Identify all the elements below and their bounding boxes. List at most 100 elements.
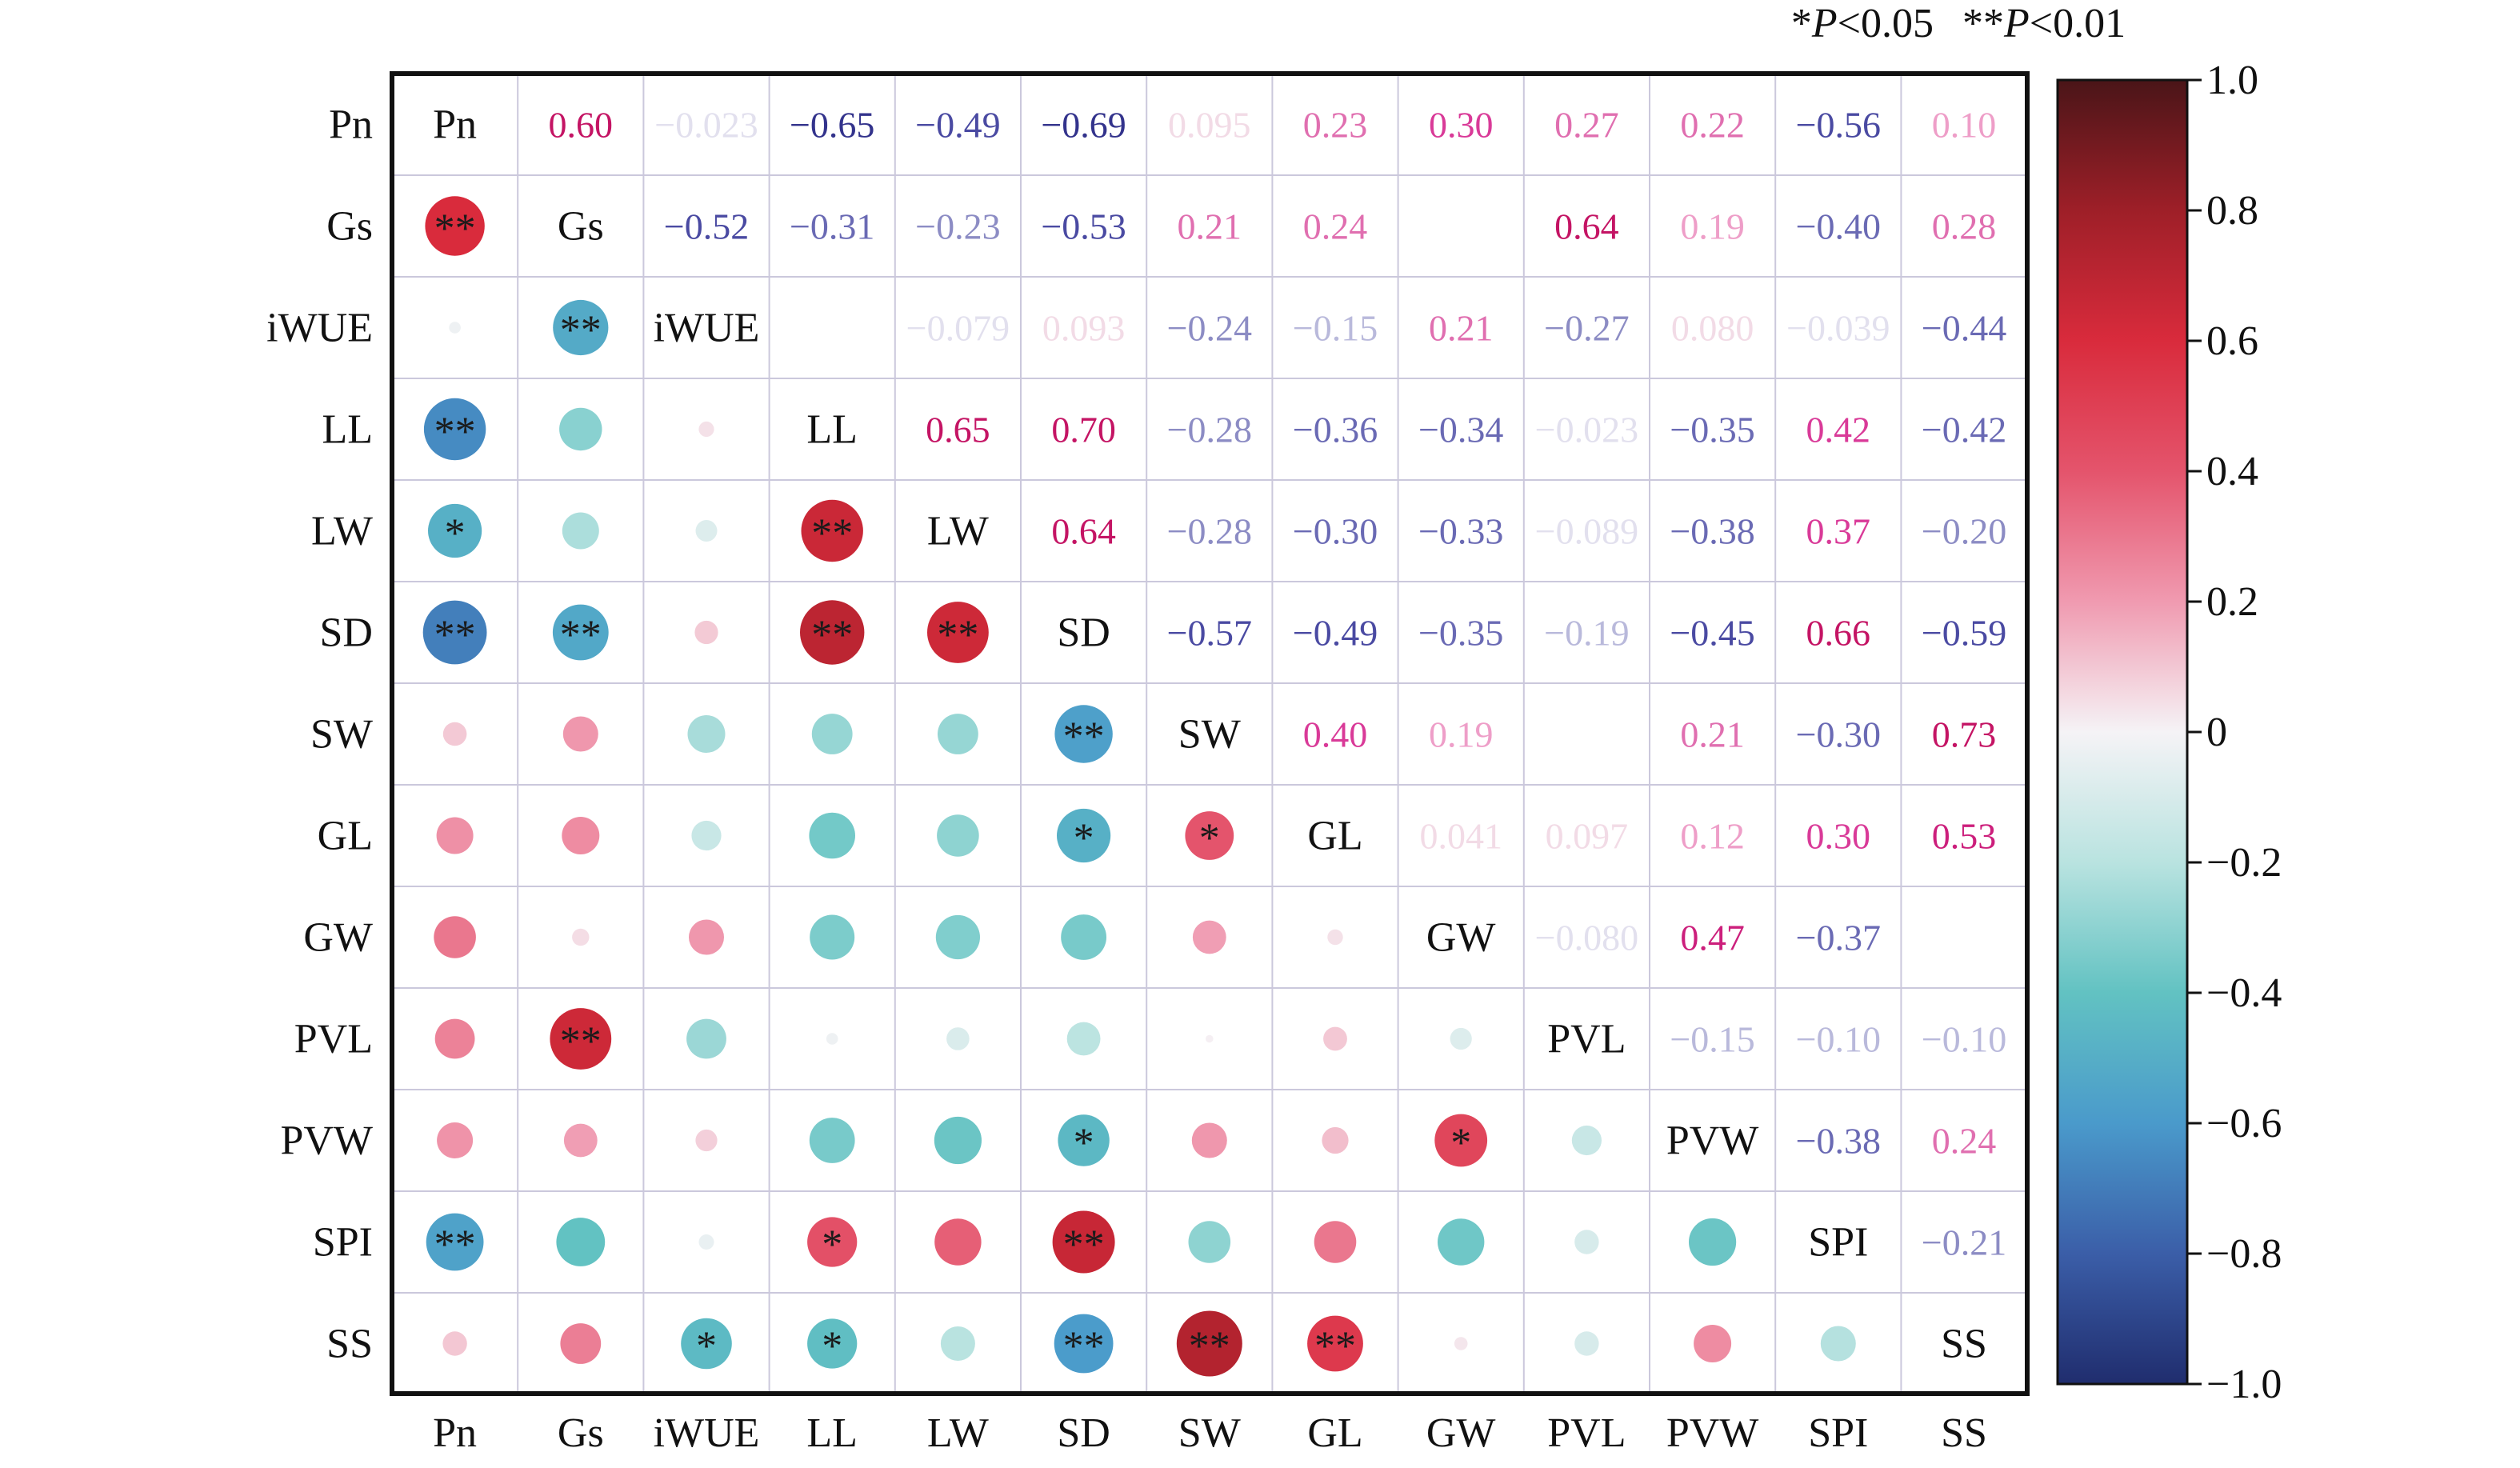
correlation-circle-pvl-ll	[826, 1033, 838, 1045]
y-tick-label-iwue: iWUE	[266, 306, 373, 351]
correlation-value-ll-gw: −0.34	[1418, 410, 1503, 450]
correlation-value-gw-pvw: 0.47	[1680, 918, 1745, 958]
axis-labels: Pn Pn Pn Gs Gs Gs iWUE iWUE iWUE LL LL LL LW LW LW SD SD…	[266, 102, 1987, 1457]
x-tick-label-gl: GL	[1307, 1410, 1362, 1456]
correlation-value-iwue-sw: −0.24	[1167, 308, 1252, 349]
significance-mark: **	[1063, 1222, 1105, 1268]
correlation-circle-sw-gs	[562, 716, 598, 752]
correlation-value-gs-ss: 0.28	[1932, 206, 1997, 247]
correlation-circle-pvw-sw	[1191, 1122, 1227, 1158]
correlation-value-iwue-lw: −0.079	[906, 308, 1010, 349]
correlation-value-lw-sd: 0.64	[1051, 511, 1116, 552]
correlation-circle-sd-gs	[552, 604, 609, 661]
grid-lines	[392, 74, 2027, 1394]
significance-mark: **	[434, 410, 476, 455]
x-tick-label-lw: LW	[927, 1410, 989, 1456]
correlation-circle-pvw-pvl	[1571, 1125, 1602, 1156]
correlation-circle-ss-gs	[560, 1323, 602, 1364]
correlation-value-iwue-pvw: 0.080	[1671, 308, 1754, 349]
correlation-circle-sd-iwue	[694, 620, 718, 645]
correlation-value-sw-gw: 0.19	[1429, 714, 1494, 755]
correlation-value-lw-sw: −0.28	[1167, 511, 1252, 552]
correlation-circle-pvl-sd	[1066, 1022, 1101, 1056]
correlation-circle-ss-pvl	[1574, 1331, 1599, 1356]
correlation-circle-pvw-ll	[809, 1118, 855, 1163]
correlation-circle-spi-pvw	[1689, 1218, 1737, 1266]
correlation-circle-pvw-gs	[563, 1123, 598, 1158]
significance-mark: *	[822, 1324, 842, 1370]
correlation-circle-spi-gs	[556, 1218, 606, 1266]
x-tick-label-pvl: PVL	[1547, 1410, 1626, 1456]
correlation-value-sd-ss: −0.59	[1922, 613, 2006, 654]
correlation-circle-pvw-gl	[1322, 1126, 1349, 1154]
correlation-circle-gw-lw	[935, 914, 980, 960]
significance-mark: **	[811, 511, 853, 557]
correlation-circle-pvl-gw	[1450, 1027, 1472, 1050]
significance-mark: **	[811, 613, 853, 658]
correlation-value-iwue-pvl: −0.27	[1544, 308, 1629, 349]
correlation-circle-iwue-pn	[449, 322, 461, 334]
correlation-value-iwue-gw: 0.21	[1429, 308, 1494, 349]
x-tick-label-ss: SS	[1941, 1410, 1987, 1456]
correlation-circle-sd-pn	[422, 600, 487, 665]
correlation-value-ll-pvl: −0.023	[1535, 410, 1638, 450]
significance-mark: **	[1063, 714, 1105, 760]
correlation-value-lw-pvl: −0.089	[1535, 511, 1638, 552]
correlation-circle-pvw-sd	[1058, 1114, 1110, 1166]
correlation-value-pn-pvl: 0.27	[1554, 105, 1619, 146]
correlation-circle-pvw-iwue	[695, 1129, 718, 1152]
correlation-value-lw-spi: 0.37	[1806, 511, 1871, 552]
colorbar-tick-label: 1.0	[2206, 58, 2258, 103]
significance-mark: *	[1450, 1121, 1471, 1166]
colorbar-tick-label: −0.4	[2206, 970, 2282, 1016]
correlation-circle-spi-pn	[426, 1213, 484, 1271]
correlation-circle-gl-pn	[436, 817, 474, 854]
x-tick-label-iwue: iWUE	[654, 1410, 760, 1456]
correlation-circle-gw-gs	[572, 928, 590, 946]
correlation-circle-lw-ll	[801, 499, 863, 562]
significance-mark: **	[434, 206, 476, 252]
correlation-circle-sw-ll	[811, 714, 853, 754]
correlation-value-lw-gl: −0.30	[1293, 511, 1378, 552]
correlation-value-gl-gw: 0.041	[1419, 816, 1502, 857]
correlation-circle-pvw-pn	[437, 1122, 474, 1158]
diagonal-label-ll: LL	[806, 407, 858, 453]
sig-note-p-1: P	[1811, 1, 1838, 46]
correlation-value-gl-ss: 0.53	[1932, 816, 1997, 857]
correlation-value-sd-pvl: −0.19	[1544, 613, 1629, 654]
correlation-value-sw-ss: 0.73	[1932, 714, 1997, 755]
significance-mark: *	[1074, 816, 1094, 862]
significance-mark: *	[696, 1324, 717, 1370]
correlation-value-sw-gl: 0.40	[1303, 714, 1368, 755]
correlation-circle-ll-gs	[559, 407, 602, 451]
correlation-value-lw-ss: −0.20	[1922, 511, 2006, 552]
correlation-circle-lw-iwue	[695, 520, 718, 542]
correlation-circle-pvl-pn	[434, 1018, 475, 1059]
colorbar-tick-label: −0.6	[2206, 1101, 2282, 1146]
sig-note-threshold-1: <0.05	[1838, 1, 1934, 46]
y-tick-label-pn: Pn	[329, 102, 373, 148]
correlation-circle-spi-gl	[1314, 1221, 1357, 1263]
correlation-circle-ss-pvw	[1694, 1325, 1732, 1362]
correlation-value-iwue-sd: 0.093	[1042, 308, 1126, 349]
chart-marks: ******* **** ** ** ***** **** *** * *** * ** ** **0.…	[422, 105, 2006, 1377]
y-tick-label-pvw: PVW	[280, 1118, 373, 1164]
correlation-value-sd-pvw: −0.45	[1670, 613, 1754, 654]
correlation-circle-sw-pn	[442, 722, 467, 746]
correlation-circle-sw-lw	[938, 714, 978, 754]
correlation-circle-gl-gs	[562, 817, 600, 854]
sig-note-star-2: **	[1962, 1, 2004, 46]
significance-mark: *	[1074, 1121, 1094, 1166]
correlation-circle-sw-iwue	[687, 715, 726, 753]
significance-mark: *	[445, 511, 466, 557]
y-tick-label-pvl: PVL	[294, 1017, 373, 1062]
correlation-value-ll-sw: −0.28	[1167, 410, 1252, 450]
colorbar-tick-label: 0.2	[2206, 579, 2258, 625]
x-tick-label-pn: Pn	[433, 1410, 477, 1456]
y-tick-label-sd: SD	[320, 610, 373, 656]
correlation-circle-spi-pvl	[1574, 1230, 1599, 1254]
diagonal-label-ss: SS	[1941, 1322, 1987, 1367]
correlation-circle-lw-gs	[562, 512, 599, 550]
correlation-value-sd-sw: −0.57	[1167, 613, 1252, 654]
diagonal-label-gw: GW	[1426, 915, 1496, 961]
